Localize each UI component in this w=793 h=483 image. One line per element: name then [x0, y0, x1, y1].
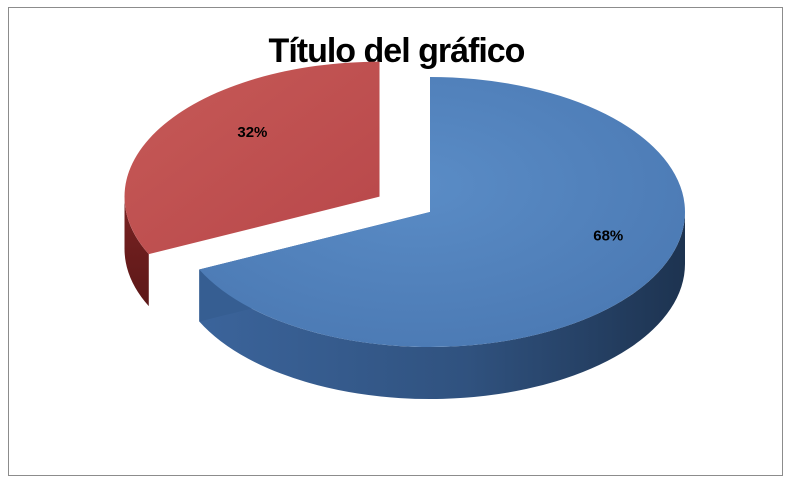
data-label-1: 32% — [237, 124, 267, 141]
pie-slice-side-1 — [124, 196, 149, 307]
pie-slice-side-0 — [199, 212, 685, 399]
pie-slice-1 — [124, 61, 380, 255]
chart-title: Título del gráfico — [268, 32, 526, 70]
data-label-0: 68% — [593, 228, 623, 245]
pie-slice-0 — [199, 77, 686, 347]
